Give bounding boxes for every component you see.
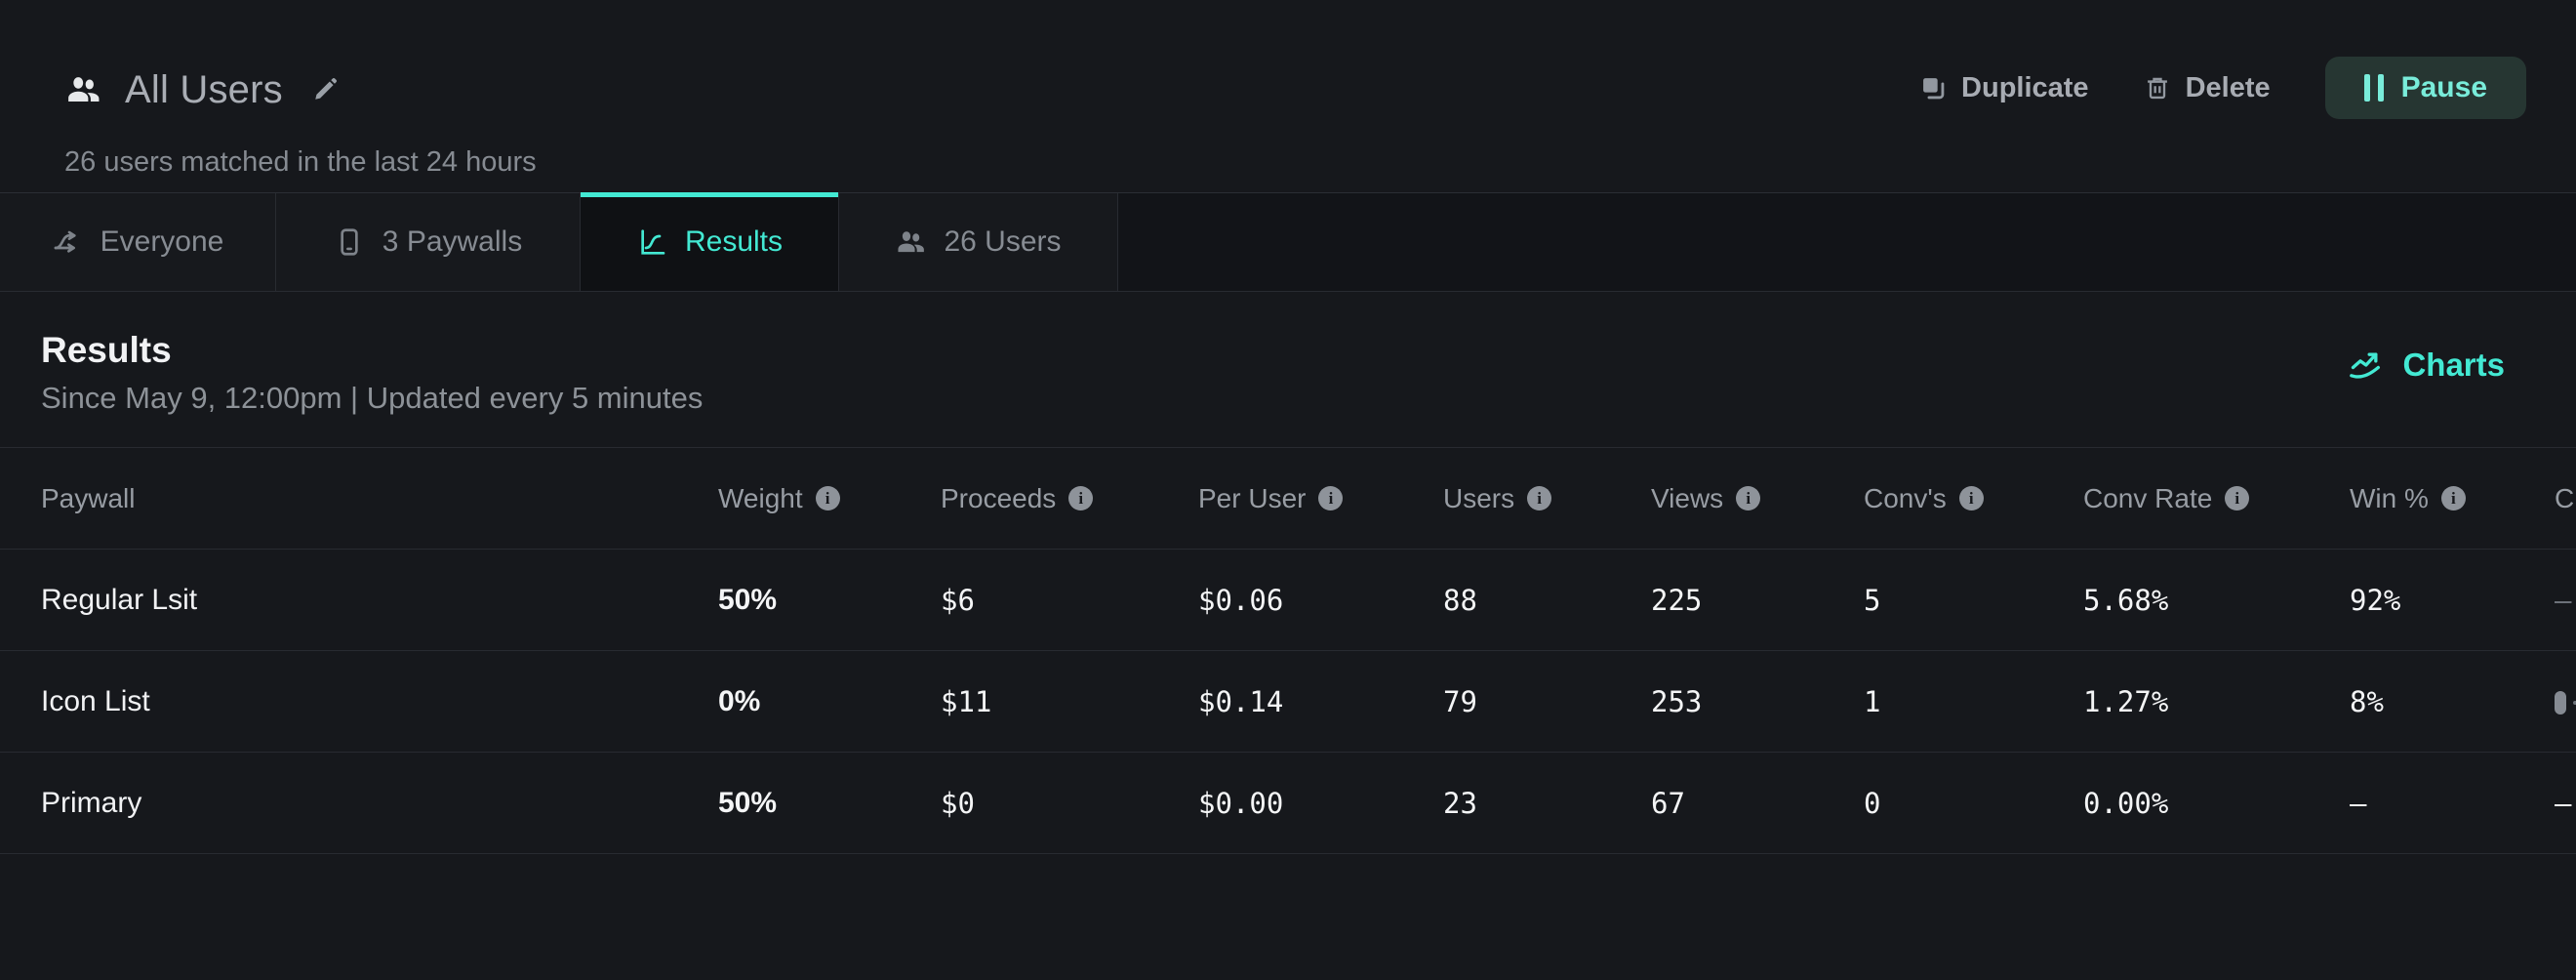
pause-icon <box>2363 74 2384 102</box>
proceeds-value: $6 <box>941 583 975 617</box>
edit-title-button[interactable] <box>310 75 340 104</box>
win-value: – <box>2350 786 2367 820</box>
pencil-icon <box>310 75 340 104</box>
col-paywall: Paywall <box>41 482 136 513</box>
duplicate-label: Duplicate <box>1961 71 2089 103</box>
proceeds-value: $0 <box>941 786 975 820</box>
users-value: 88 <box>1443 583 1477 617</box>
info-icon[interactable] <box>1527 486 1552 510</box>
info-icon[interactable] <box>1318 486 1344 510</box>
split-arrows-icon <box>52 226 83 258</box>
matched-users-subtitle: 26 users matched in the last 24 hours <box>64 146 537 178</box>
page-title: All Users <box>125 67 283 111</box>
win-value: 92% <box>2350 583 2401 617</box>
trash-icon <box>2144 74 2171 102</box>
conv-rate-value: 5.68% <box>2083 583 2169 617</box>
tab-bar: Everyone 3 Paywalls Results 26 Users <box>0 192 2576 292</box>
page-header: All Users <box>64 66 340 113</box>
confidence-value: – <box>2555 583 2572 617</box>
per-user-value: $0.06 <box>1198 583 1284 617</box>
pause-label: Pause <box>2400 71 2487 103</box>
users-value: 79 <box>1443 684 1477 718</box>
confidence-value: – <box>2555 786 2572 820</box>
conv-rate-value: 1.27% <box>2083 684 2169 718</box>
table-header-row: Paywall Weight Proceeds Per User Users V… <box>0 448 2576 550</box>
col-weight: Weight <box>718 483 941 514</box>
info-icon[interactable] <box>1958 486 1984 510</box>
paywall-name: Regular Lsit <box>41 583 198 616</box>
info-icon[interactable] <box>1736 486 1761 510</box>
tab-results[interactable]: Results <box>581 192 839 291</box>
col-views: Views <box>1651 483 1864 514</box>
users-icon <box>895 226 926 258</box>
convs-value: 5 <box>1864 583 1881 617</box>
users-value: 23 <box>1443 786 1477 820</box>
convs-value: 0 <box>1864 786 1881 820</box>
chart-curve-icon <box>636 226 667 258</box>
views-value: 253 <box>1651 684 1703 718</box>
info-icon[interactable] <box>2440 486 2466 510</box>
win-value: 8% <box>2350 684 2384 718</box>
charts-button[interactable]: Charts <box>2346 344 2505 387</box>
delete-button[interactable]: Delete <box>2144 72 2271 104</box>
trend-chart-icon <box>2346 346 2385 385</box>
results-table: Paywall Weight Proceeds Per User Users V… <box>0 447 2576 854</box>
table-row[interactable]: Regular Lsit 50% $6 $0.06 88 225 5 5.68%… <box>0 550 2576 651</box>
tab-everyone-label: Everyone <box>100 225 224 258</box>
info-icon[interactable] <box>2225 486 2250 510</box>
delete-label: Delete <box>2185 71 2271 103</box>
weight-value: 50% <box>718 786 778 819</box>
confidence-badge-fragment <box>2555 685 2576 718</box>
col-win: Win % <box>2350 483 2555 514</box>
pause-button[interactable]: Pause <box>2324 57 2526 119</box>
views-value: 67 <box>1651 786 1685 820</box>
users-icon <box>64 71 101 108</box>
tab-results-label: Results <box>684 225 784 258</box>
tab-users-label: 26 Users <box>944 225 1062 258</box>
duplicate-icon <box>1919 74 1947 102</box>
tab-paywalls-label: 3 Paywalls <box>382 225 523 258</box>
tab-paywalls[interactable]: 3 Paywalls <box>276 193 581 291</box>
conv-rate-value: 0.00% <box>2083 786 2169 820</box>
weight-value: 0% <box>718 684 761 717</box>
convs-value: 1 <box>1864 684 1881 718</box>
phone-icon <box>334 226 365 258</box>
paywall-name: Primary <box>41 786 142 819</box>
col-confidence-clipped: C <box>2555 482 2575 513</box>
views-value: 225 <box>1651 583 1703 617</box>
paywall-name: Icon List <box>41 684 150 717</box>
charts-label: Charts <box>2402 347 2505 383</box>
info-icon[interactable] <box>815 486 840 510</box>
col-convs: Conv's <box>1864 483 2083 514</box>
header-actions: Duplicate Delete Pause <box>1919 57 2526 119</box>
info-icon[interactable] <box>1068 486 1094 510</box>
col-per-user: Per User <box>1198 483 1443 514</box>
duplicate-button[interactable]: Duplicate <box>1919 72 2089 104</box>
tab-everyone[interactable]: Everyone <box>0 193 276 291</box>
per-user-value: $0.14 <box>1198 684 1284 718</box>
table-row[interactable]: Primary 50% $0 $0.00 23 67 0 0.00% – – <box>0 753 2576 854</box>
col-conv-rate: Conv Rate <box>2083 483 2350 514</box>
weight-value: 50% <box>718 583 778 616</box>
results-subheading: Since May 9, 12:00pm | Updated every 5 m… <box>41 381 704 415</box>
tab-users[interactable]: 26 Users <box>839 193 1118 291</box>
proceeds-value: $11 <box>941 684 992 718</box>
results-heading: Results <box>41 330 172 370</box>
per-user-value: $0.00 <box>1198 786 1284 820</box>
col-proceeds: Proceeds <box>941 483 1198 514</box>
table-row[interactable]: Icon List 0% $11 $0.14 79 253 1 1.27% 8% <box>0 651 2576 753</box>
col-users: Users <box>1443 483 1651 514</box>
